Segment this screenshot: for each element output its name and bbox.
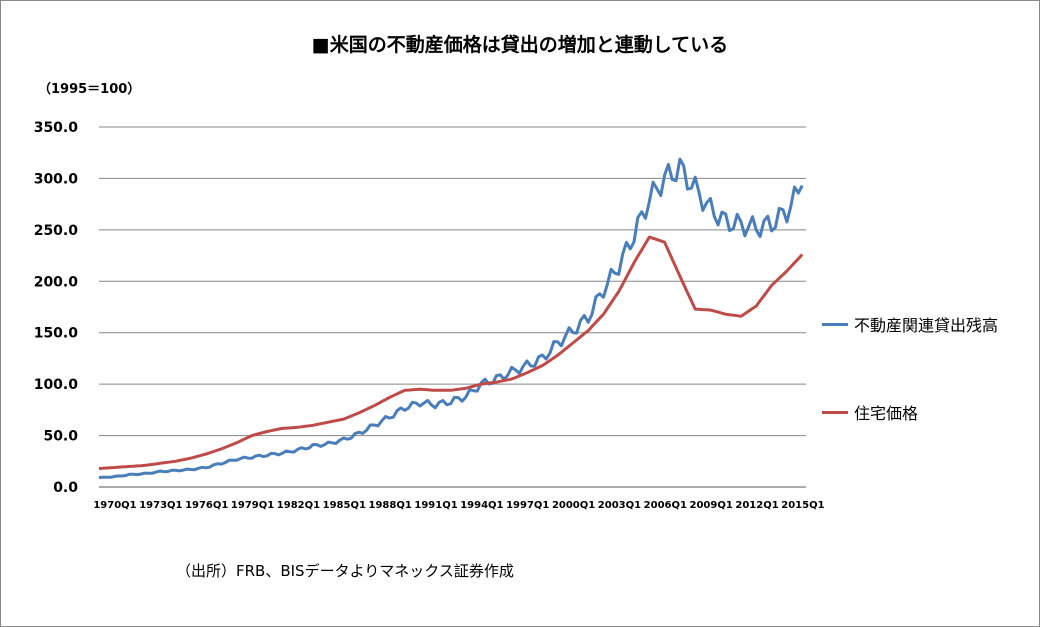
x-tick-label: 1997Q1 (506, 500, 549, 511)
x-tick-label: 1985Q1 (323, 500, 366, 511)
chart-title: ■米国の不動産価格は貸出の増加と連動している (311, 34, 729, 56)
x-tick-label: 2000Q1 (552, 500, 595, 511)
legend-label-prices: 住宅価格 (854, 404, 919, 423)
legend-swatch-prices (822, 410, 848, 414)
legend-swatch-loans (822, 322, 848, 326)
x-tick-label: 1979Q1 (231, 500, 274, 511)
y-tick-label: 0.0 (53, 480, 78, 496)
y-tick-label: 150.0 (34, 326, 79, 342)
x-tick-label: 1982Q1 (277, 500, 320, 511)
x-tick-label: 2012Q1 (735, 500, 778, 511)
y-axis-unit-label: （1995＝100） (38, 82, 141, 97)
legend-item-loans: 不動産関連貸出残高 (822, 312, 1040, 336)
series-line-loans (98, 157, 804, 480)
x-tick-label: 2003Q1 (598, 500, 641, 511)
x-tick-label: 1970Q1 (93, 500, 136, 511)
y-tick-label: 300.0 (34, 171, 79, 187)
x-tick-label: 2009Q1 (690, 500, 733, 511)
x-tick-label: 1994Q1 (460, 500, 503, 511)
x-tick-label: 1976Q1 (185, 500, 228, 511)
x-tick-label: 2006Q1 (644, 500, 687, 511)
x-tick-label: 2015Q1 (781, 500, 824, 511)
y-tick-label: 100.0 (34, 377, 79, 393)
y-tick-label: 350.0 (34, 120, 79, 136)
x-tick-label: 1988Q1 (369, 500, 412, 511)
y-tick-label: 250.0 (34, 223, 79, 239)
y-tick-label: 50.0 (43, 429, 78, 445)
source-note: （出所）FRB、BISデータよりマネックス証券作成 (176, 562, 514, 580)
series-line-prices (98, 235, 804, 470)
legend-label-loans: 不動産関連貸出残高 (854, 316, 999, 335)
x-tick-label: 1991Q1 (414, 500, 457, 511)
legend-item-prices: 住宅価格 (822, 400, 1040, 424)
y-tick-label: 200.0 (34, 274, 79, 290)
x-tick-label: 1973Q1 (139, 500, 182, 511)
